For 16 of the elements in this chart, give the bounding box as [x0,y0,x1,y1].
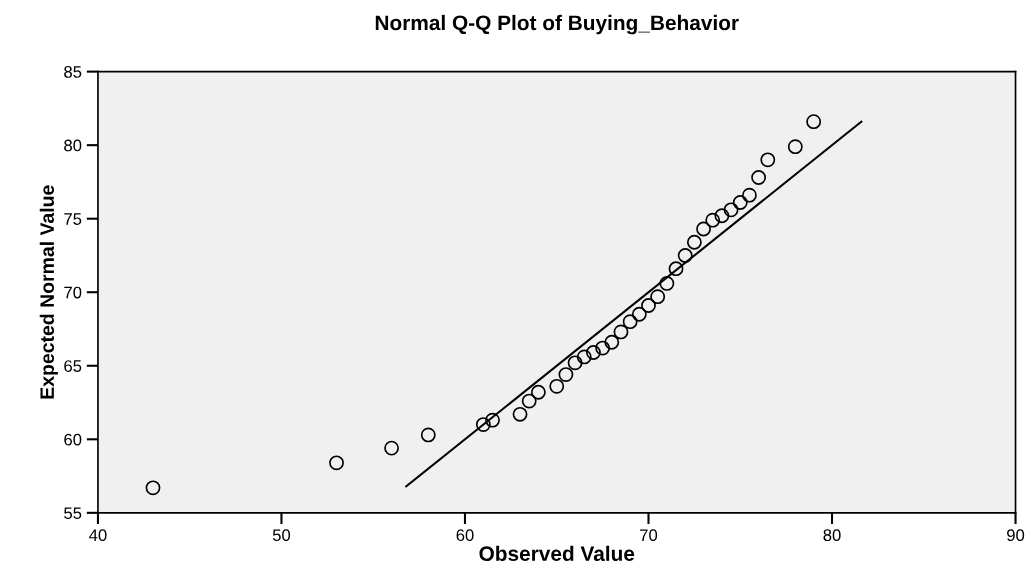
x-tick-label: 70 [640,529,658,542]
chart-title: Normal Q-Q Plot of Buying_Behavior [375,14,739,35]
y-tick-label: 70 [64,286,82,299]
x-tick-label: 50 [272,529,291,542]
y-tick-label: 80 [64,139,82,152]
x-tick-label: 90 [1007,529,1025,542]
x-tick-label: 40 [89,529,107,542]
y-tick-label: 60 [64,433,82,446]
y-tick-label: 55 [64,507,82,520]
y-axis-title: Expected Normal Value [39,185,58,399]
y-tick-label: 85 [64,66,82,78]
x-axis-title: Observed Value [479,545,635,562]
x-tick-label: 60 [456,529,474,542]
y-tick-label: 65 [64,360,82,372]
x-tick-label: 80 [823,529,841,542]
y-tick-label: 75 [64,213,82,225]
